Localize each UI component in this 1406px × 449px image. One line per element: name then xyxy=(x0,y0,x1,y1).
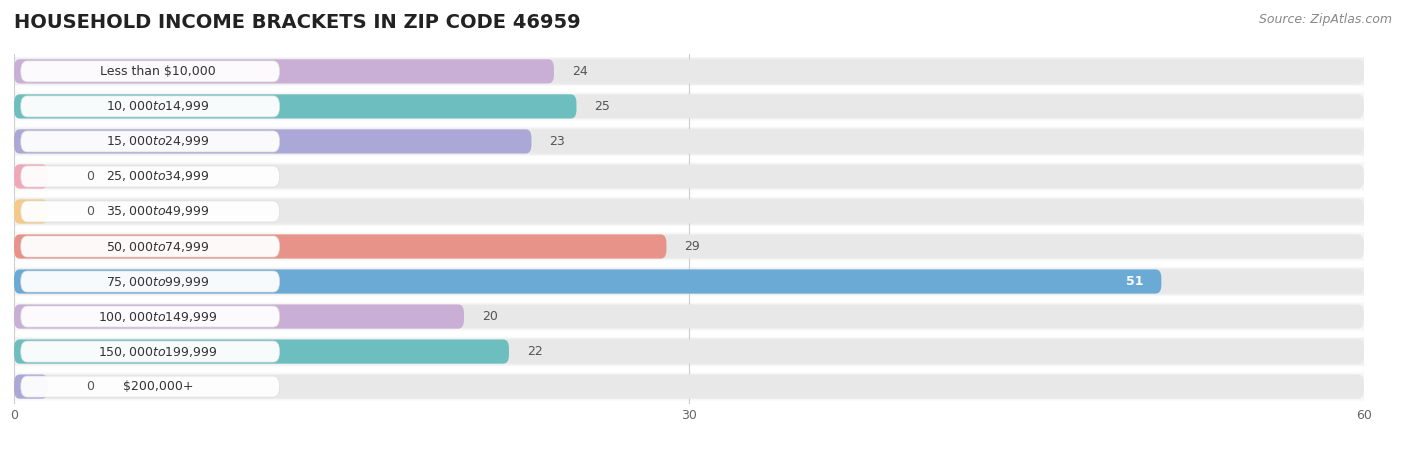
Text: $75,000 to $99,999: $75,000 to $99,999 xyxy=(107,274,209,289)
FancyBboxPatch shape xyxy=(21,61,280,82)
Text: Less than $10,000: Less than $10,000 xyxy=(100,65,217,78)
FancyBboxPatch shape xyxy=(21,131,280,152)
FancyBboxPatch shape xyxy=(0,303,1386,330)
FancyBboxPatch shape xyxy=(0,198,1386,225)
Text: $25,000 to $34,999: $25,000 to $34,999 xyxy=(107,169,209,184)
FancyBboxPatch shape xyxy=(14,304,464,329)
Text: 0: 0 xyxy=(86,205,94,218)
FancyBboxPatch shape xyxy=(14,199,48,224)
Text: $15,000 to $24,999: $15,000 to $24,999 xyxy=(107,134,209,149)
FancyBboxPatch shape xyxy=(14,129,1364,154)
FancyBboxPatch shape xyxy=(14,269,1161,294)
Text: 0: 0 xyxy=(86,170,94,183)
Text: 25: 25 xyxy=(595,100,610,113)
FancyBboxPatch shape xyxy=(14,234,1364,259)
Text: 23: 23 xyxy=(550,135,565,148)
FancyBboxPatch shape xyxy=(14,339,1364,364)
FancyBboxPatch shape xyxy=(21,341,280,362)
FancyBboxPatch shape xyxy=(14,374,1364,399)
Text: $35,000 to $49,999: $35,000 to $49,999 xyxy=(107,204,209,219)
FancyBboxPatch shape xyxy=(0,163,1386,190)
Text: $150,000 to $199,999: $150,000 to $199,999 xyxy=(98,344,218,359)
FancyBboxPatch shape xyxy=(21,271,280,292)
Text: 51: 51 xyxy=(1126,275,1143,288)
FancyBboxPatch shape xyxy=(21,236,280,257)
Text: 0: 0 xyxy=(86,380,94,393)
Text: $10,000 to $14,999: $10,000 to $14,999 xyxy=(107,99,209,114)
FancyBboxPatch shape xyxy=(0,233,1386,260)
FancyBboxPatch shape xyxy=(14,59,1364,84)
FancyBboxPatch shape xyxy=(0,338,1386,365)
FancyBboxPatch shape xyxy=(21,201,280,222)
FancyBboxPatch shape xyxy=(0,373,1386,401)
FancyBboxPatch shape xyxy=(14,94,1364,119)
FancyBboxPatch shape xyxy=(21,96,280,117)
Text: $100,000 to $149,999: $100,000 to $149,999 xyxy=(98,309,218,324)
FancyBboxPatch shape xyxy=(21,166,280,187)
Text: $200,000+: $200,000+ xyxy=(122,380,193,393)
FancyBboxPatch shape xyxy=(0,92,1386,120)
Text: 29: 29 xyxy=(685,240,700,253)
FancyBboxPatch shape xyxy=(14,94,576,119)
FancyBboxPatch shape xyxy=(14,59,554,84)
FancyBboxPatch shape xyxy=(14,304,1364,329)
Text: HOUSEHOLD INCOME BRACKETS IN ZIP CODE 46959: HOUSEHOLD INCOME BRACKETS IN ZIP CODE 46… xyxy=(14,13,581,32)
Text: 20: 20 xyxy=(482,310,498,323)
FancyBboxPatch shape xyxy=(14,164,1364,189)
FancyBboxPatch shape xyxy=(14,129,531,154)
FancyBboxPatch shape xyxy=(0,268,1386,295)
Text: 22: 22 xyxy=(527,345,543,358)
Text: Source: ZipAtlas.com: Source: ZipAtlas.com xyxy=(1258,13,1392,26)
FancyBboxPatch shape xyxy=(0,57,1386,85)
FancyBboxPatch shape xyxy=(21,306,280,327)
Text: $50,000 to $74,999: $50,000 to $74,999 xyxy=(107,239,209,254)
FancyBboxPatch shape xyxy=(0,128,1386,155)
FancyBboxPatch shape xyxy=(14,374,48,399)
FancyBboxPatch shape xyxy=(14,269,1364,294)
FancyBboxPatch shape xyxy=(14,339,509,364)
FancyBboxPatch shape xyxy=(21,376,280,397)
Text: 24: 24 xyxy=(572,65,588,78)
FancyBboxPatch shape xyxy=(14,234,666,259)
FancyBboxPatch shape xyxy=(14,199,1364,224)
FancyBboxPatch shape xyxy=(14,164,48,189)
